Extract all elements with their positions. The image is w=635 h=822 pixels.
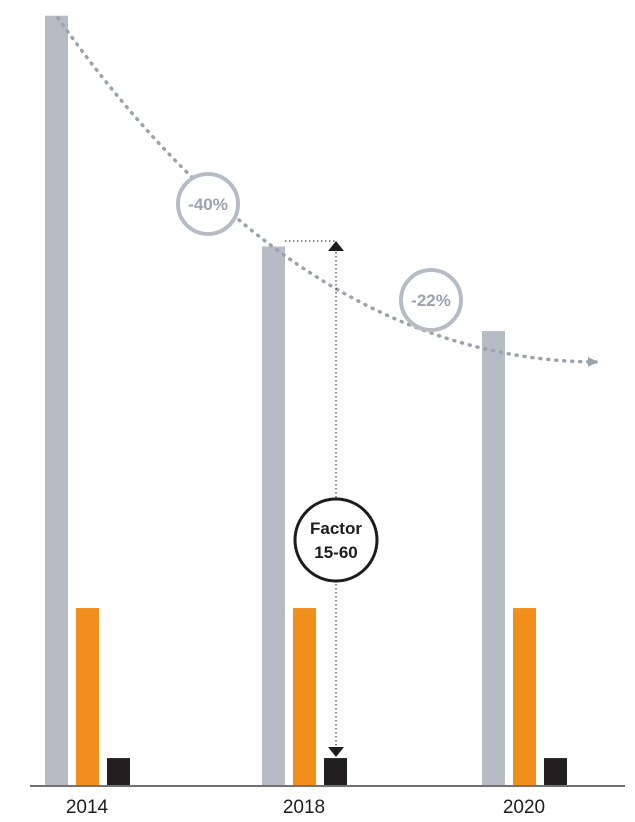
- x-axis-ticks: 2014 2018 2020: [66, 797, 545, 818]
- bar-orange-2018: [293, 608, 316, 785]
- factor-arrow-down-icon: [328, 747, 344, 757]
- x-tick-label-2020: 2020: [503, 797, 545, 818]
- bar-grey-2020: [482, 331, 505, 785]
- pct-label-2: -22%: [411, 291, 451, 310]
- bar-grey-2018: [262, 246, 285, 785]
- factor-label-line1: Factor: [310, 519, 362, 538]
- pct-badge-2: -22%: [399, 268, 463, 332]
- bar-black-2018: [324, 758, 347, 785]
- bar-grey-2014: [45, 15, 68, 786]
- factor-label-line2: 15-60: [314, 543, 357, 562]
- factor-annotation: Factor 15-60: [285, 240, 379, 757]
- x-tick-label-2018: 2018: [283, 797, 325, 818]
- pct-badge-1: -40%: [176, 172, 240, 236]
- factor-circle: [293, 497, 379, 583]
- bar-orange-2014: [76, 608, 99, 785]
- x-tick-label-2014: 2014: [66, 797, 109, 818]
- factor-arrow-up-icon: [328, 241, 344, 251]
- bar-orange-2020: [513, 608, 536, 785]
- trend-arrow-line: [56, 16, 598, 367]
- bar-black-2014: [107, 758, 130, 785]
- bar-black-2020: [544, 758, 567, 785]
- bars-group: [45, 15, 567, 786]
- pct-label-1: -40%: [188, 195, 228, 214]
